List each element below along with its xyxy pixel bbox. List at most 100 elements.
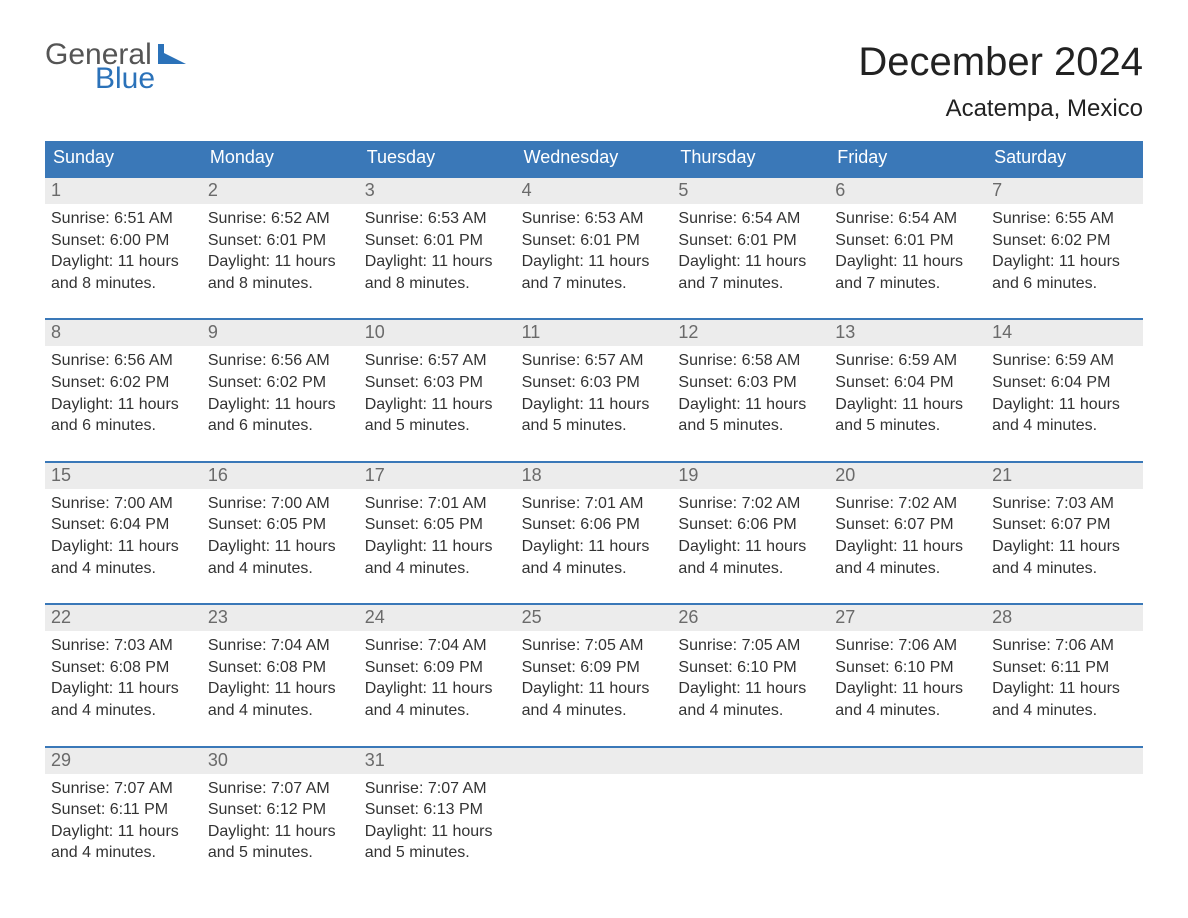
day-cell: Sunrise: 7:07 AMSunset: 6:11 PMDaylight:… xyxy=(45,774,202,870)
sunrise-text: Sunrise: 7:04 AM xyxy=(365,635,510,657)
day-number: 1 xyxy=(45,178,202,204)
day-number: 15 xyxy=(45,463,202,489)
sunrise-text: Sunrise: 6:55 AM xyxy=(992,208,1137,230)
sunset-text: Sunset: 6:04 PM xyxy=(51,514,196,536)
day-number: 10 xyxy=(359,320,516,346)
day-cell: Sunrise: 6:51 AMSunset: 6:00 PMDaylight:… xyxy=(45,204,202,300)
sunset-text: Sunset: 6:02 PM xyxy=(51,372,196,394)
day-number: 28 xyxy=(986,605,1143,631)
day-body-row: Sunrise: 7:07 AMSunset: 6:11 PMDaylight:… xyxy=(45,774,1143,870)
sunrise-text: Sunrise: 6:54 AM xyxy=(678,208,823,230)
day-number: 9 xyxy=(202,320,359,346)
weekday-header: Tuesday xyxy=(359,141,516,176)
day-cell: Sunrise: 6:56 AMSunset: 6:02 PMDaylight:… xyxy=(202,346,359,442)
sunset-text: Sunset: 6:02 PM xyxy=(208,372,353,394)
sunset-text: Sunset: 6:00 PM xyxy=(51,230,196,252)
sunrise-text: Sunrise: 6:53 AM xyxy=(365,208,510,230)
sunset-text: Sunset: 6:05 PM xyxy=(208,514,353,536)
day-number: 7 xyxy=(986,178,1143,204)
sunrise-text: Sunrise: 6:57 AM xyxy=(365,350,510,372)
sunrise-text: Sunrise: 7:06 AM xyxy=(835,635,980,657)
day-number: 31 xyxy=(359,748,516,774)
daylight-text: Daylight: 11 hours and 4 minutes. xyxy=(208,536,353,579)
day-cell xyxy=(986,774,1143,870)
day-cell: Sunrise: 7:01 AMSunset: 6:06 PMDaylight:… xyxy=(516,489,673,585)
sunset-text: Sunset: 6:09 PM xyxy=(365,657,510,679)
sunset-text: Sunset: 6:05 PM xyxy=(365,514,510,536)
daylight-text: Daylight: 11 hours and 4 minutes. xyxy=(365,678,510,721)
day-number: 4 xyxy=(516,178,673,204)
title-block: December 2024 Acatempa, Mexico xyxy=(858,40,1143,135)
sunset-text: Sunset: 6:04 PM xyxy=(992,372,1137,394)
daylight-text: Daylight: 11 hours and 5 minutes. xyxy=(365,394,510,437)
week-row: 1234567Sunrise: 6:51 AMSunset: 6:00 PMDa… xyxy=(45,176,1143,300)
sunset-text: Sunset: 6:07 PM xyxy=(835,514,980,536)
day-number xyxy=(986,748,1143,774)
daynum-band: 1234567 xyxy=(45,178,1143,204)
daylight-text: Daylight: 11 hours and 8 minutes. xyxy=(208,251,353,294)
weekday-header-row: SundayMondayTuesdayWednesdayThursdayFrid… xyxy=(45,141,1143,176)
sunset-text: Sunset: 6:01 PM xyxy=(678,230,823,252)
daylight-text: Daylight: 11 hours and 5 minutes. xyxy=(365,821,510,864)
day-cell: Sunrise: 7:02 AMSunset: 6:06 PMDaylight:… xyxy=(672,489,829,585)
daylight-text: Daylight: 11 hours and 4 minutes. xyxy=(365,536,510,579)
sunrise-text: Sunrise: 6:59 AM xyxy=(835,350,980,372)
daylight-text: Daylight: 11 hours and 7 minutes. xyxy=(522,251,667,294)
week-row: 15161718192021Sunrise: 7:00 AMSunset: 6:… xyxy=(45,461,1143,585)
sunset-text: Sunset: 6:01 PM xyxy=(365,230,510,252)
day-number: 17 xyxy=(359,463,516,489)
sunrise-text: Sunrise: 7:07 AM xyxy=(51,778,196,800)
day-cell xyxy=(516,774,673,870)
sunrise-text: Sunrise: 6:54 AM xyxy=(835,208,980,230)
daylight-text: Daylight: 11 hours and 4 minutes. xyxy=(678,678,823,721)
sunrise-text: Sunrise: 6:51 AM xyxy=(51,208,196,230)
day-number: 3 xyxy=(359,178,516,204)
day-number: 22 xyxy=(45,605,202,631)
sunset-text: Sunset: 6:03 PM xyxy=(522,372,667,394)
sunset-text: Sunset: 6:02 PM xyxy=(992,230,1137,252)
sunrise-text: Sunrise: 6:53 AM xyxy=(522,208,667,230)
sunset-text: Sunset: 6:08 PM xyxy=(51,657,196,679)
day-cell: Sunrise: 6:53 AMSunset: 6:01 PMDaylight:… xyxy=(359,204,516,300)
daylight-text: Daylight: 11 hours and 6 minutes. xyxy=(208,394,353,437)
day-cell xyxy=(672,774,829,870)
day-cell: Sunrise: 6:52 AMSunset: 6:01 PMDaylight:… xyxy=(202,204,359,300)
day-cell: Sunrise: 7:01 AMSunset: 6:05 PMDaylight:… xyxy=(359,489,516,585)
sunrise-text: Sunrise: 7:00 AM xyxy=(208,493,353,515)
sunset-text: Sunset: 6:01 PM xyxy=(522,230,667,252)
day-number: 8 xyxy=(45,320,202,346)
daylight-text: Daylight: 11 hours and 4 minutes. xyxy=(992,394,1137,437)
daylight-text: Daylight: 11 hours and 4 minutes. xyxy=(51,536,196,579)
daylight-text: Daylight: 11 hours and 4 minutes. xyxy=(835,678,980,721)
day-cell xyxy=(829,774,986,870)
day-number: 16 xyxy=(202,463,359,489)
day-cell: Sunrise: 7:07 AMSunset: 6:13 PMDaylight:… xyxy=(359,774,516,870)
day-number: 26 xyxy=(672,605,829,631)
weekday-header: Thursday xyxy=(672,141,829,176)
daynum-band: 22232425262728 xyxy=(45,605,1143,631)
daylight-text: Daylight: 11 hours and 4 minutes. xyxy=(51,821,196,864)
daynum-band: 891011121314 xyxy=(45,320,1143,346)
daylight-text: Daylight: 11 hours and 8 minutes. xyxy=(51,251,196,294)
sunrise-text: Sunrise: 6:56 AM xyxy=(208,350,353,372)
day-cell: Sunrise: 6:54 AMSunset: 6:01 PMDaylight:… xyxy=(672,204,829,300)
calendar: SundayMondayTuesdayWednesdayThursdayFrid… xyxy=(45,141,1143,870)
sunrise-text: Sunrise: 7:02 AM xyxy=(835,493,980,515)
daylight-text: Daylight: 11 hours and 4 minutes. xyxy=(522,678,667,721)
day-cell: Sunrise: 6:57 AMSunset: 6:03 PMDaylight:… xyxy=(359,346,516,442)
sunrise-text: Sunrise: 6:57 AM xyxy=(522,350,667,372)
day-number xyxy=(829,748,986,774)
day-cell: Sunrise: 7:03 AMSunset: 6:08 PMDaylight:… xyxy=(45,631,202,727)
weeks-container: 1234567Sunrise: 6:51 AMSunset: 6:00 PMDa… xyxy=(45,176,1143,870)
sunrise-text: Sunrise: 6:58 AM xyxy=(678,350,823,372)
day-body-row: Sunrise: 7:03 AMSunset: 6:08 PM Daylight:… xyxy=(45,631,1143,727)
sunrise-text: Sunrise: 7:07 AM xyxy=(208,778,353,800)
sunset-text: Sunset: 6:13 PM xyxy=(365,799,510,821)
day-number xyxy=(516,748,673,774)
sunrise-text: Sunrise: 7:03 AM xyxy=(51,635,196,657)
day-cell: Sunrise: 7:03 AMSunset: 6:07 PMDaylight:… xyxy=(986,489,1143,585)
sunset-text: Sunset: 6:09 PM xyxy=(522,657,667,679)
day-cell: Sunrise: 7:00 AMSunset: 6:04 PMDaylight:… xyxy=(45,489,202,585)
day-cell: Sunrise: 7:04 AMSunset: 6:09 PMDaylight:… xyxy=(359,631,516,727)
day-number: 19 xyxy=(672,463,829,489)
